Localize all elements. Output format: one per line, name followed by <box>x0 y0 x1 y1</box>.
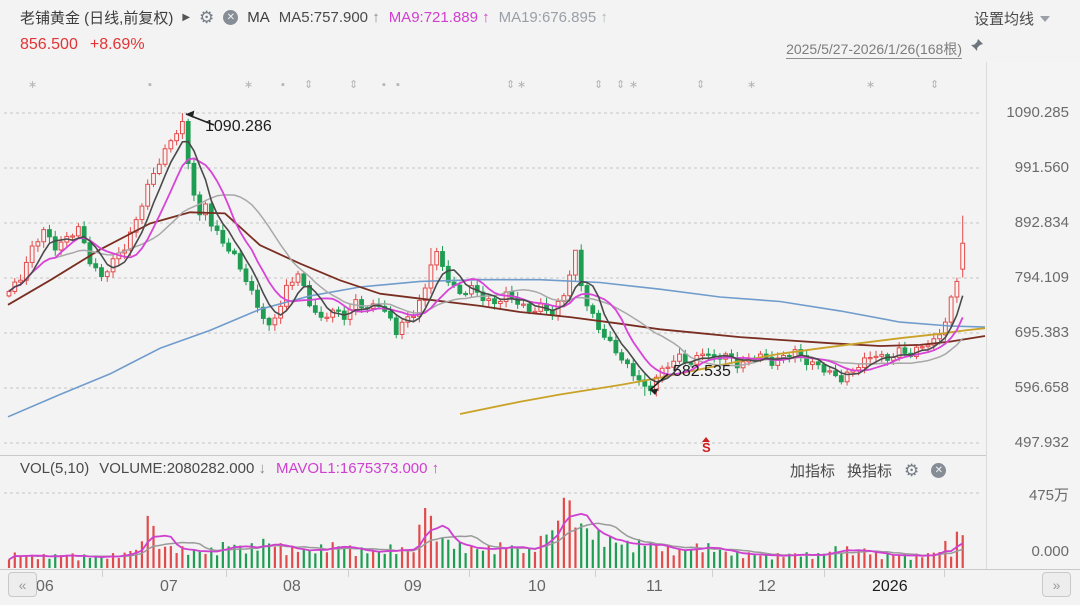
ma5-value: MA5:757.900 ↑ <box>278 9 380 26</box>
event-marker-icon[interactable]: ⇕ <box>930 79 940 91</box>
month-label: 06 <box>36 578 54 595</box>
last-price: 856.500 <box>20 36 78 53</box>
mavol-value: MAVOL1:1675373.000 ↑ <box>275 460 440 477</box>
panel-divider <box>0 455 986 456</box>
set-ma-button[interactable]: 设置均线 <box>974 8 1050 29</box>
add-indicator-button[interactable]: 加指标 <box>790 463 836 480</box>
month-label: 12 <box>758 578 776 595</box>
switch-indicator-button[interactable]: 换指标 <box>847 463 893 480</box>
scroll-left-button[interactable]: « <box>8 572 37 597</box>
event-marker-icon[interactable]: ∗ <box>28 79 38 91</box>
volume-header: VOL(5,10) VOLUME:2080282.000 ↓ MAVOL1:16… <box>20 460 439 477</box>
ma19-up-arrow: ↑ <box>600 9 608 26</box>
event-marker-icon[interactable]: ▪ <box>396 79 400 91</box>
price-tick-label: 991.560 <box>1014 159 1069 176</box>
date-range-link[interactable]: 2025/5/27-2026/1/26(168根) <box>786 41 962 59</box>
pin-icon[interactable] <box>969 38 984 53</box>
volume-tools: 加指标 换指标 ⚙ ✕ <box>790 460 947 481</box>
ma9-up-arrow: ↑ <box>482 9 490 26</box>
mavol-up-arrow: ↑ <box>431 460 440 477</box>
month-tick <box>469 570 470 577</box>
event-marker-icon[interactable]: ⇕ <box>594 79 604 91</box>
volume-close-icon[interactable]: ✕ <box>931 463 947 478</box>
volume-chart[interactable] <box>0 486 986 570</box>
event-marker-icon[interactable]: ∗ <box>517 79 527 91</box>
event-marker-icon[interactable]: ▪ <box>281 79 285 91</box>
event-marker-icon[interactable]: ∗ <box>629 79 639 91</box>
price-tick-label: 596.658 <box>1014 379 1069 396</box>
event-marker-icon[interactable]: ▪ <box>382 79 386 91</box>
month-tick <box>348 570 349 577</box>
price-tick-label: 1090.285 <box>1006 104 1069 121</box>
event-marker-icon[interactable]: ∗ <box>747 79 757 91</box>
event-marker-icon[interactable]: ⇕ <box>696 79 706 91</box>
ma5-up-arrow: ↑ <box>372 9 380 26</box>
event-marker-icon[interactable]: ▪ <box>148 79 152 91</box>
chevron-down-icon <box>1040 15 1050 22</box>
event-marker-icon[interactable]: ∗ <box>244 79 254 91</box>
event-marker-icon[interactable]: ∗ <box>866 79 876 91</box>
month-label: 09 <box>404 578 422 595</box>
volume-tick-label: 0.000 <box>1031 543 1069 560</box>
month-tick <box>226 570 227 577</box>
close-icon[interactable]: ✕ <box>223 10 239 25</box>
event-marker-icon[interactable]: ⇕ <box>506 79 516 91</box>
price-change-row: 856.500 +8.69% <box>20 36 145 54</box>
month-label: 10 <box>528 578 546 595</box>
symbol-title: 老铺黄金 (日线,前复权) <box>20 10 174 27</box>
month-label: 11 <box>646 578 663 595</box>
month-label: 07 <box>160 578 178 595</box>
ma9-value: MA9:721.889 ↑ <box>388 9 490 26</box>
expand-triangle-icon[interactable]: ▶ <box>182 12 191 23</box>
month-tick <box>944 570 945 577</box>
change-percent: +8.69% <box>89 36 145 53</box>
event-marker-icon[interactable]: ⇕ <box>304 79 314 91</box>
price-axis: 1090.285 991.560 892.834 794.109 695.383 596.… <box>986 62 1080 569</box>
indicator-group-label: MA <box>247 9 270 26</box>
month-tick <box>595 570 596 577</box>
vol-param-label: VOL(5,10) <box>20 460 90 477</box>
candlestick-chart[interactable] <box>0 62 986 456</box>
month-label: 08 <box>283 578 301 595</box>
volume-tick-label: 475万 <box>1028 487 1069 504</box>
price-tick-label: 794.109 <box>1014 269 1069 286</box>
gear-icon[interactable]: ⚙ <box>199 8 215 27</box>
price-tick-label: 497.932 <box>1014 434 1069 451</box>
month-tick <box>824 570 825 577</box>
month-tick <box>102 570 103 577</box>
event-marker-icon[interactable]: ⇕ <box>349 79 359 91</box>
volume-down-arrow: ↓ <box>258 460 266 477</box>
axis-divider <box>0 569 1080 570</box>
chart-header: 老铺黄金 (日线,前复权) ▶ ⚙ ✕ MA MA5:757.900 ↑ MA9… <box>20 7 608 28</box>
volume-gear-icon[interactable]: ⚙ <box>904 461 920 480</box>
price-tick-label: 695.383 <box>1014 324 1069 341</box>
volume-value: VOLUME:2080282.000 ↓ <box>99 460 266 477</box>
month-tick <box>712 570 713 577</box>
scroll-right-button[interactable]: » <box>1042 572 1071 597</box>
high-annotation: 1090.286 <box>205 118 272 135</box>
month-label: 2026 <box>872 578 908 595</box>
event-marker-s[interactable]: S <box>702 437 711 454</box>
low-annotation: 582.535 <box>673 363 731 380</box>
event-marker-icon[interactable]: ⇕ <box>616 79 626 91</box>
marker-caret-icon <box>702 437 711 442</box>
ma19-value: MA19:676.895 ↑ <box>498 9 608 26</box>
price-tick-label: 892.834 <box>1014 214 1069 231</box>
